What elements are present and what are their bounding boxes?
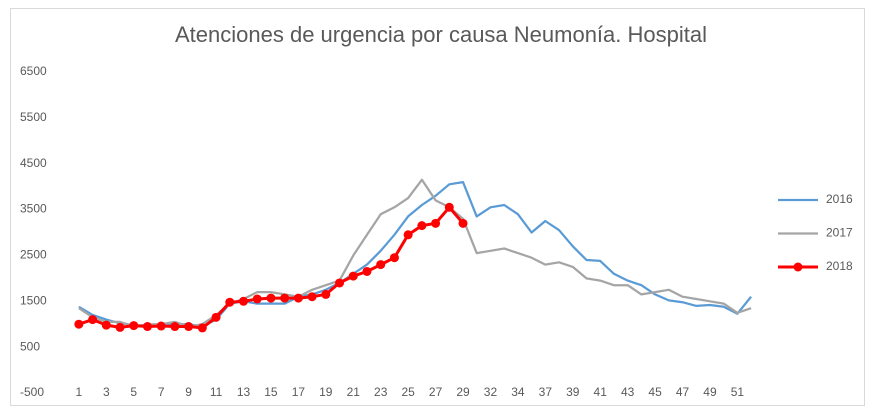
marker bbox=[458, 218, 468, 228]
marker bbox=[129, 321, 139, 331]
marker bbox=[376, 260, 386, 270]
x-tick-label: 7 bbox=[158, 385, 165, 399]
x-tick-label: 47 bbox=[676, 385, 690, 399]
chart-frame bbox=[10, 8, 865, 406]
y-tick-label: 4500 bbox=[20, 156, 47, 170]
y-tick-label: 500 bbox=[20, 339, 40, 353]
marker bbox=[88, 315, 98, 325]
x-tick-label: 15 bbox=[264, 385, 278, 399]
x-tick-label: 34 bbox=[511, 385, 525, 399]
marker bbox=[252, 294, 262, 304]
marker bbox=[293, 293, 303, 303]
marker bbox=[225, 297, 235, 307]
x-tick-label: 19 bbox=[319, 385, 333, 399]
x-tick-label: 43 bbox=[621, 385, 635, 399]
marker bbox=[431, 218, 441, 228]
x-tick-label: 29 bbox=[456, 385, 470, 399]
x-tick-label: 21 bbox=[347, 385, 361, 399]
marker bbox=[142, 322, 152, 332]
legend-label: 2017 bbox=[826, 226, 853, 240]
marker bbox=[184, 322, 194, 332]
x-tick-label: 32 bbox=[484, 385, 498, 399]
x-tick-label: 17 bbox=[292, 385, 306, 399]
legend-label: 2016 bbox=[826, 192, 853, 206]
marker bbox=[444, 202, 454, 212]
y-tick-label: 3500 bbox=[20, 202, 47, 216]
marker bbox=[211, 312, 221, 322]
chart-title: Atenciones de urgencia por causa Neumoní… bbox=[175, 22, 707, 47]
marker bbox=[348, 271, 358, 281]
marker bbox=[403, 230, 413, 240]
y-tick-label: 6500 bbox=[20, 64, 47, 78]
marker bbox=[239, 296, 248, 306]
x-tick-label: 11 bbox=[210, 385, 223, 399]
legend-label: 2018 bbox=[826, 259, 853, 273]
x-tick-label: 49 bbox=[703, 385, 717, 399]
marker bbox=[335, 278, 345, 288]
marker bbox=[115, 322, 125, 332]
x-tick-label: 3 bbox=[103, 385, 110, 399]
x-tick-label: 23 bbox=[374, 385, 388, 399]
x-tick-label: 5 bbox=[130, 385, 137, 399]
marker bbox=[266, 293, 276, 303]
legend-marker bbox=[793, 262, 803, 272]
marker bbox=[74, 319, 84, 329]
x-tick-label: 51 bbox=[731, 385, 745, 399]
y-tick-label: -500 bbox=[20, 385, 44, 399]
y-tick-label: 5500 bbox=[20, 110, 47, 124]
x-tick-label: 45 bbox=[648, 385, 662, 399]
marker bbox=[101, 320, 111, 330]
x-tick-label: 27 bbox=[429, 385, 443, 399]
x-tick-label: 37 bbox=[539, 385, 553, 399]
marker bbox=[170, 322, 180, 332]
y-tick-label: 2500 bbox=[20, 248, 47, 262]
marker bbox=[280, 293, 290, 303]
marker bbox=[307, 292, 317, 302]
x-tick-label: 1 bbox=[76, 385, 83, 399]
marker bbox=[156, 321, 166, 331]
x-tick-label: 41 bbox=[594, 385, 608, 399]
x-tick-label: 13 bbox=[237, 385, 251, 399]
x-tick-label: 9 bbox=[185, 385, 192, 399]
marker bbox=[362, 266, 372, 276]
marker bbox=[197, 323, 207, 333]
marker bbox=[321, 289, 331, 299]
marker bbox=[417, 221, 427, 231]
x-tick-label: 39 bbox=[566, 385, 580, 399]
marker bbox=[389, 253, 399, 263]
y-tick-label: 1500 bbox=[20, 293, 47, 307]
x-tick-label: 25 bbox=[401, 385, 415, 399]
